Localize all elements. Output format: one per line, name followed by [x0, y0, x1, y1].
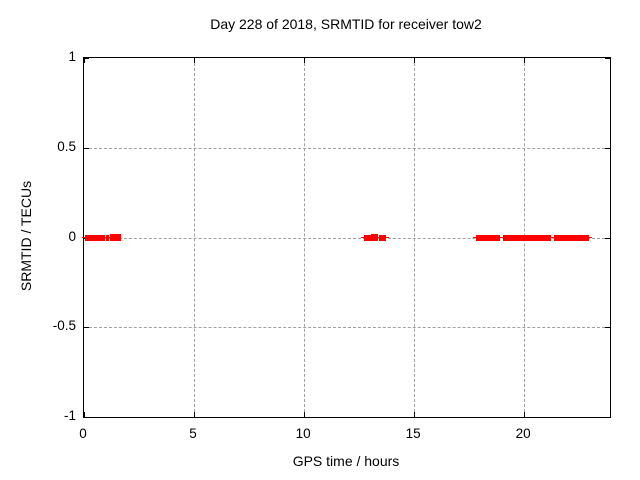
data-segment-arm	[550, 236, 593, 239]
data-point-marker	[113, 234, 121, 241]
y-gridline	[84, 327, 610, 329]
y-tick-label: 1	[68, 49, 76, 64]
y-tick-label: 0	[68, 228, 76, 244]
x-gridline	[414, 58, 416, 417]
x-tick-label: 10	[295, 426, 311, 441]
data-segment-arm	[375, 236, 389, 239]
data-point-marker	[371, 234, 378, 241]
chart-title: Day 228 of 2018, SRMTID for receiver tow…	[210, 16, 482, 32]
data-segment-arm	[103, 236, 112, 239]
y-gridline	[84, 147, 610, 149]
data-segment-arm	[360, 236, 375, 239]
y-tick-label: -1	[63, 408, 76, 423]
x-tick-mark	[524, 58, 526, 63]
x-tick-label: 0	[79, 426, 87, 441]
y-tick-mark	[605, 58, 610, 59]
y-tick-mark	[605, 327, 610, 329]
data-segment-arm	[472, 236, 503, 239]
y-gridline	[84, 237, 610, 239]
y-tick-label: 0.5	[57, 138, 76, 154]
y-tick-mark	[84, 147, 89, 149]
plot-area	[82, 57, 611, 418]
data-segment-arm	[82, 236, 108, 239]
y-tick-mark	[605, 147, 610, 149]
x-axis-label: GPS time / hours	[292, 453, 400, 469]
data-point-marker	[109, 234, 117, 241]
y-tick-mark	[84, 417, 89, 418]
x-tick-label: 15	[405, 426, 421, 441]
x-tick-mark	[304, 412, 306, 417]
x-tick-mark	[304, 58, 306, 63]
x-tick-label: 5	[189, 426, 197, 441]
y-tick-mark	[605, 237, 610, 239]
x-tick-mark	[194, 58, 196, 63]
y-tick-mark	[605, 417, 610, 418]
x-tick-label: 20	[515, 426, 531, 441]
x-tick-mark	[84, 58, 85, 63]
x-gridline	[304, 58, 306, 417]
x-tick-mark	[84, 412, 85, 417]
x-tick-mark	[414, 58, 416, 63]
x-gridline	[194, 58, 196, 417]
y-tick-mark	[84, 327, 89, 329]
x-tick-mark	[414, 412, 416, 417]
x-tick-mark	[524, 412, 526, 417]
data-segment-arm	[500, 236, 554, 239]
y-tick-label: -0.5	[52, 318, 76, 334]
y-tick-mark	[84, 58, 89, 59]
x-tick-mark	[194, 412, 196, 417]
